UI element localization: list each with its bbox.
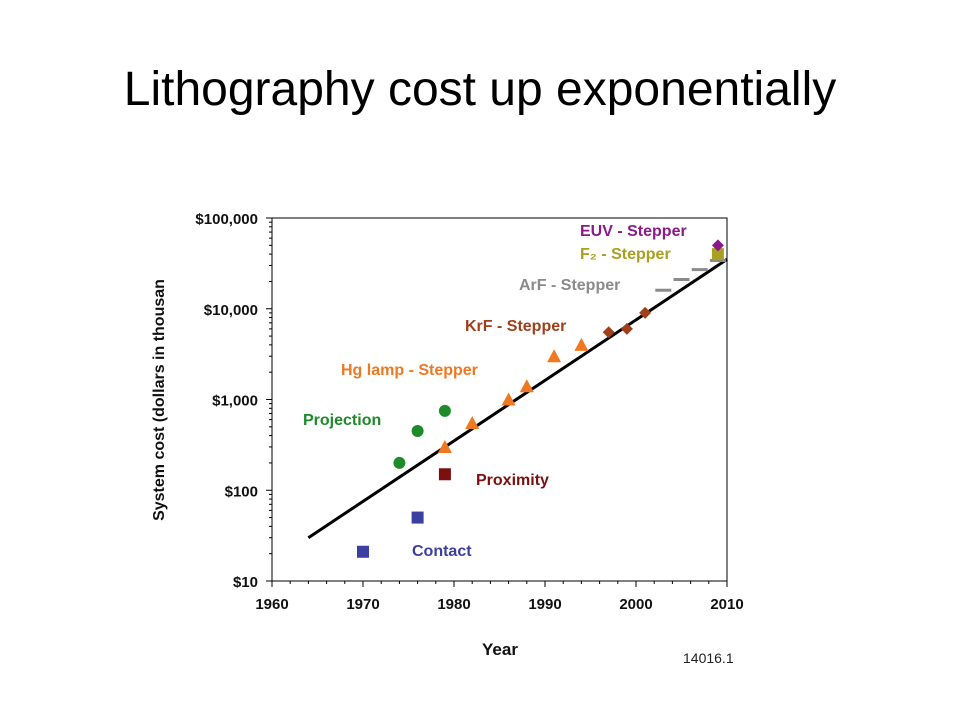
plot-frame	[271, 217, 728, 582]
point-arf-stepper	[691, 268, 708, 272]
point-arf-stepper	[673, 278, 690, 282]
point-proximity	[438, 468, 451, 481]
point-hg-lamp-stepper	[574, 337, 589, 351]
point-contact	[411, 511, 424, 524]
y-tick-label: $100	[225, 483, 258, 500]
figure-id: 14016.1	[683, 650, 734, 666]
series-label: KrF - Stepper	[465, 318, 566, 335]
point-krf-stepper	[620, 322, 633, 335]
x-tick-label: 1970	[346, 596, 379, 613]
y-tick-label: $1,000	[212, 393, 258, 410]
point-krf-stepper	[639, 306, 652, 319]
point-f-stepper	[711, 248, 724, 261]
x-axis-title: Year	[482, 640, 518, 659]
x-tick-label: 2010	[710, 596, 743, 613]
point-projection	[411, 424, 424, 437]
series-label: EUV - Stepper	[580, 223, 687, 240]
trend-line	[307, 258, 728, 539]
point-projection	[438, 404, 451, 417]
y-tick-label: $100,000	[195, 211, 258, 228]
y-tick-label: $10	[233, 574, 258, 591]
x-tick-label: 2000	[619, 596, 652, 613]
point-euv-stepper	[711, 239, 724, 252]
series-label: Contact	[412, 543, 472, 560]
point-hg-lamp-stepper	[547, 349, 562, 363]
series-label: Projection	[303, 412, 381, 429]
slide-title: Lithography cost up exponentially	[123, 63, 837, 116]
point-hg-lamp-stepper	[501, 392, 516, 406]
x-tick-label: 1990	[528, 596, 561, 613]
point-hg-lamp-stepper	[437, 439, 452, 453]
point-krf-stepper	[602, 326, 615, 339]
point-hg-lamp-stepper	[519, 379, 534, 393]
series-label: ArF - Stepper	[519, 277, 620, 294]
point-hg-lamp-stepper	[465, 416, 480, 430]
point-contact	[357, 545, 369, 558]
x-tick-label: 1960	[255, 596, 288, 613]
series-label: F₂ - Stepper	[580, 246, 671, 263]
x-tick-label: 1980	[437, 596, 470, 613]
point-arf-stepper	[655, 288, 672, 292]
y-axis-title: System cost (dollars in thousan	[151, 279, 168, 521]
point-projection	[393, 456, 406, 469]
point-arf-stepper	[709, 259, 726, 263]
y-tick-label: $10,000	[204, 302, 258, 319]
series-label: Hg lamp - Stepper	[341, 362, 478, 379]
series-label: Proximity	[476, 472, 549, 489]
